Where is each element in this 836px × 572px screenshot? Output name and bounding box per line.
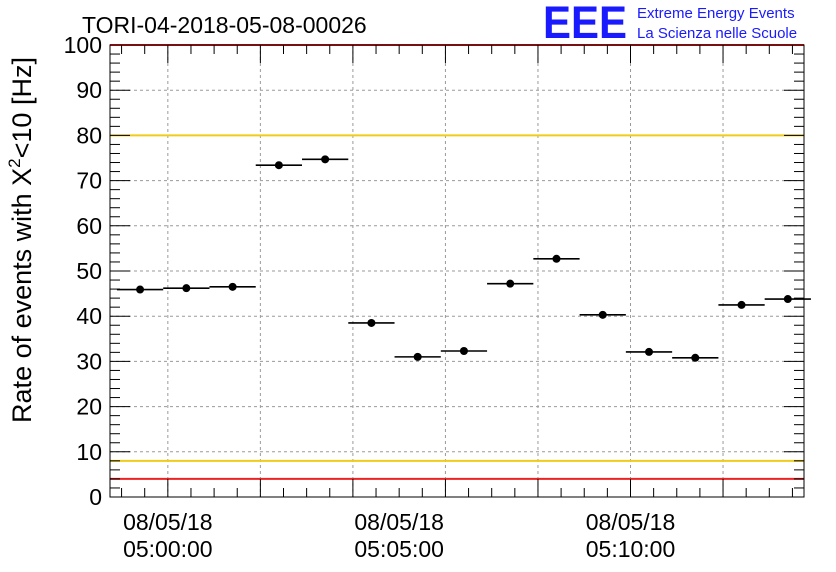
data-point-marker [413,352,422,361]
data-point [209,282,256,291]
x-tick-label-date: 08/05/18 [354,509,444,535]
data-point-marker [506,279,515,288]
data-point-marker [321,155,330,164]
data-point [255,161,303,170]
y-tick-label: 70 [76,168,102,194]
data-point [348,318,395,327]
y-tick-label: 40 [76,303,102,329]
y-tick-label: 30 [76,348,102,374]
axis-ticks [110,44,804,498]
logo-line1: Extreme Energy Events [637,5,795,22]
x-tick-label-date: 08/05/18 [586,509,676,535]
data-point [487,279,534,288]
x-tick-label-time: 05:10:00 [586,536,676,562]
y-axis-label-sup: 2 [5,158,24,167]
data-point-marker [552,254,561,263]
grid-lines [110,45,804,497]
data-point-marker [691,353,700,362]
data-point [394,352,441,361]
x-tick-label-time: 05:00:00 [123,536,213,562]
y-tick-label: 90 [76,77,102,103]
data-point-marker [737,300,746,309]
y-tick-label: 80 [76,122,102,148]
data-point [533,254,580,263]
y-axis-label-main: Rate of events with X [7,168,37,423]
data-point-marker [459,347,468,356]
data-point [302,155,349,164]
x-tick-label-time: 05:05:00 [354,536,444,562]
x-tick-labels: 08/05/1805:00:0008/05/1805:05:0008/05/18… [123,509,675,562]
y-tick-label: 0 [89,484,102,510]
y-tick-label: 10 [76,439,102,465]
data-point-marker [645,347,654,356]
y-axis-label: Rate of events with X2<10 [Hz] [5,57,37,423]
y-tick-labels: 0 10 20 30 40 50 60 70 80 90 100 [64,32,102,510]
eee-logo: EEE Extreme Energy Events La Scienza nel… [543,0,797,48]
logo-line2: La Scienza nelle Scuole [637,25,797,42]
y-axis-label-tail: <10 [Hz] [7,57,37,158]
logo-mark: EEE [543,0,627,48]
chart-title: TORI-04-2018-05-08-00026 [82,12,367,38]
data-point-marker [367,318,376,327]
data-point-marker [783,295,792,304]
data-point [625,347,673,356]
data-point-marker [274,161,283,170]
data-point [672,353,719,362]
reference-lines [110,44,804,480]
data-point-marker [136,285,145,294]
data-point [116,285,164,294]
y-tick-label: 50 [76,258,102,284]
data-point-marker [228,282,237,291]
data-point-marker [598,310,607,319]
data-point [718,300,765,309]
y-tick-label: 20 [76,394,102,420]
data-point-marker [182,284,191,293]
x-tick-label-date: 08/05/18 [123,509,213,535]
data-point [579,310,626,319]
y-tick-label: 100 [64,32,102,58]
data-point [163,284,210,293]
data-point [764,295,811,304]
y-tick-label: 60 [76,213,102,239]
data-points [116,155,811,362]
data-point [440,347,488,356]
